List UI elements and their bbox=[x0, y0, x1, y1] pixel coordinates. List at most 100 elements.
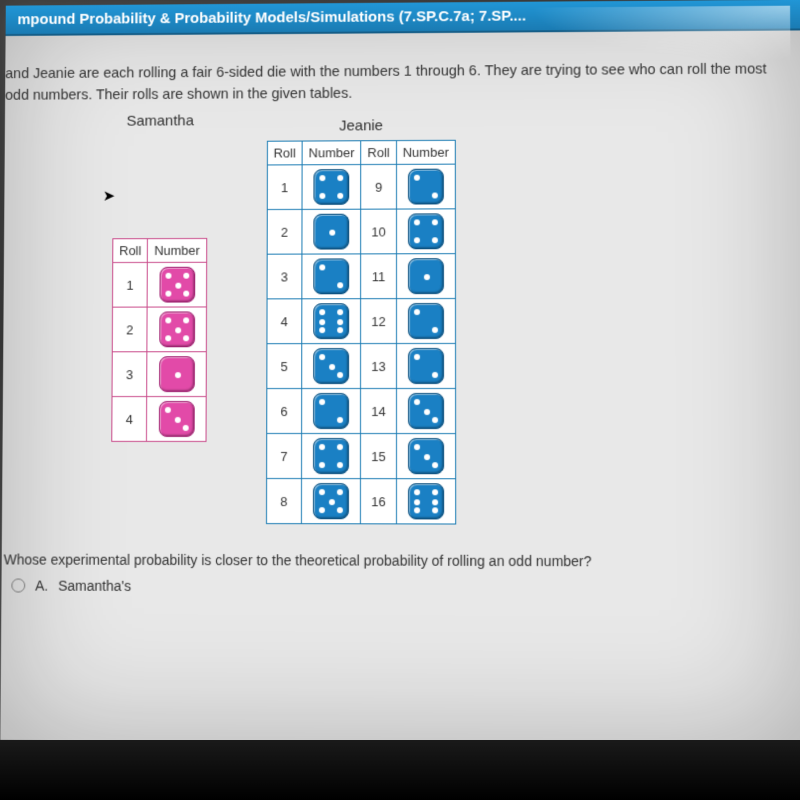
die-cell bbox=[301, 479, 360, 524]
die-face-4 bbox=[314, 169, 350, 205]
die-face-2 bbox=[408, 303, 444, 339]
roll-number: 13 bbox=[361, 344, 396, 389]
die-cell bbox=[302, 299, 361, 344]
question-line1: and Jeanie are each rolling a fair 6-sid… bbox=[5, 60, 782, 84]
roll-number: 7 bbox=[266, 434, 301, 479]
samantha-block: Samantha Roll Number 1 2 3 4 bbox=[111, 217, 207, 442]
die-face-2 bbox=[313, 259, 349, 295]
die-cell bbox=[302, 209, 361, 254]
die-cell bbox=[302, 344, 361, 389]
roll-number: 2 bbox=[267, 210, 302, 255]
samantha-table: Roll Number 1 2 3 4 bbox=[111, 238, 207, 442]
die-cell bbox=[396, 434, 455, 479]
roll-number: 8 bbox=[266, 479, 301, 524]
die-face-1 bbox=[408, 258, 444, 294]
roll-number: 1 bbox=[267, 165, 302, 210]
die-cell bbox=[302, 254, 361, 299]
samantha-label: Samantha bbox=[113, 113, 207, 130]
table-row: 4 bbox=[267, 299, 361, 344]
table-row: 8 bbox=[266, 479, 361, 524]
die-face-3 bbox=[158, 401, 194, 437]
table-row: 1 bbox=[112, 262, 206, 307]
die-face-4 bbox=[408, 213, 444, 249]
roll-number: 2 bbox=[112, 307, 147, 352]
follow-up-question: Whose experimental probability is closer… bbox=[2, 552, 795, 570]
table-row: 16 bbox=[361, 479, 456, 524]
die-cell bbox=[147, 307, 206, 352]
die-cell bbox=[396, 479, 455, 524]
mouse-cursor-icon: ➤ bbox=[103, 187, 115, 205]
table-row: 3 bbox=[267, 254, 361, 299]
table-row: 12 bbox=[361, 299, 456, 344]
col-number: Number bbox=[396, 140, 455, 164]
die-face-1 bbox=[159, 356, 195, 392]
die-face-2 bbox=[408, 348, 444, 384]
table-row: 2 bbox=[267, 209, 361, 254]
table-row: 15 bbox=[361, 434, 456, 479]
jeanie-table-left: Roll Number 1 2 3 4 5 6 7 8 bbox=[266, 140, 362, 524]
roll-number: 6 bbox=[266, 389, 301, 434]
die-face-5 bbox=[313, 483, 349, 519]
answer-a-text: Samantha's bbox=[58, 578, 131, 594]
die-face-2 bbox=[408, 169, 444, 205]
die-face-2 bbox=[313, 393, 349, 429]
table-row: 7 bbox=[266, 434, 361, 479]
roll-number: 10 bbox=[361, 209, 396, 254]
answer-choice-a[interactable]: A. Samantha's bbox=[1, 578, 794, 597]
table-row: 5 bbox=[266, 344, 360, 389]
col-roll: Roll bbox=[113, 239, 148, 263]
roll-number: 4 bbox=[267, 299, 302, 344]
die-cell bbox=[302, 389, 361, 434]
roll-number: 15 bbox=[361, 434, 396, 479]
roll-number: 11 bbox=[361, 254, 396, 299]
die-cell bbox=[147, 262, 206, 307]
jeanie-table-right: Roll Number 9 10 11 12 13 14 15 16 bbox=[360, 140, 456, 525]
die-face-5 bbox=[159, 312, 195, 348]
die-cell bbox=[396, 389, 455, 434]
die-face-3 bbox=[408, 393, 444, 429]
answer-a-label: A. bbox=[35, 578, 48, 594]
desk-area bbox=[0, 740, 800, 800]
die-face-5 bbox=[159, 267, 195, 303]
question-text: and Jeanie are each rolling a fair 6-sid… bbox=[5, 60, 791, 105]
roll-number: 3 bbox=[112, 352, 147, 397]
table-row: 1 bbox=[267, 165, 361, 210]
roll-number: 4 bbox=[112, 397, 147, 442]
radio-icon[interactable] bbox=[11, 579, 25, 593]
table-row: 4 bbox=[112, 397, 206, 442]
col-roll: Roll bbox=[267, 141, 302, 165]
table-row: 9 bbox=[361, 164, 455, 209]
table-row: 2 bbox=[112, 307, 206, 352]
roll-number: 16 bbox=[361, 479, 396, 524]
tables-wrap: Samantha Roll Number 1 2 3 4 Jeanie bbox=[2, 115, 794, 525]
die-cell bbox=[396, 344, 455, 389]
col-number: Number bbox=[148, 239, 207, 263]
col-roll: Roll bbox=[361, 141, 396, 165]
table-row: 13 bbox=[361, 344, 456, 389]
roll-number: 12 bbox=[361, 299, 396, 344]
die-cell bbox=[396, 209, 455, 254]
table-row: 14 bbox=[361, 389, 456, 434]
roll-number: 5 bbox=[266, 344, 301, 389]
col-number: Number bbox=[302, 141, 361, 165]
die-face-6 bbox=[313, 303, 349, 339]
roll-number: 1 bbox=[112, 263, 147, 308]
question-line2: odd numbers. Their rolls are shown in th… bbox=[5, 82, 783, 106]
die-cell bbox=[302, 165, 361, 210]
die-cell bbox=[302, 434, 361, 479]
die-cell bbox=[396, 299, 455, 344]
die-face-6 bbox=[408, 483, 444, 519]
screen-page: mpound Probability & Probability Models/… bbox=[0, 0, 800, 745]
die-face-3 bbox=[408, 438, 444, 474]
roll-number: 3 bbox=[267, 254, 302, 299]
jeanie-block: Jeanie Roll Number 1 2 3 4 5 6 7 bbox=[266, 117, 457, 525]
die-face-1 bbox=[314, 214, 350, 250]
die-cell bbox=[396, 254, 455, 299]
die-cell bbox=[147, 397, 206, 442]
content-area: and Jeanie are each rolling a fair 6-sid… bbox=[1, 30, 800, 606]
table-row: 6 bbox=[266, 389, 360, 434]
table-row: 3 bbox=[112, 352, 206, 397]
die-cell bbox=[147, 352, 206, 397]
die-face-4 bbox=[313, 438, 349, 474]
die-face-3 bbox=[313, 348, 349, 384]
